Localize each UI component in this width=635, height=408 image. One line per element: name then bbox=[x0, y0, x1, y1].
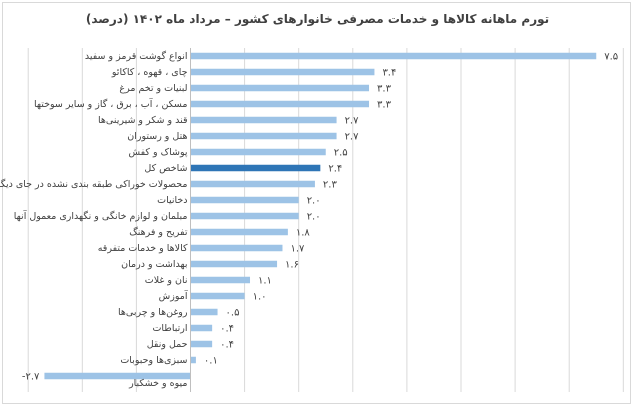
bar bbox=[190, 276, 251, 284]
bar bbox=[190, 148, 326, 156]
category-label: دخانیات bbox=[157, 195, 187, 206]
category-label: آموزش bbox=[159, 289, 188, 302]
value-label: ۱.۱ bbox=[258, 276, 272, 287]
value-label: ۳.۳ bbox=[377, 84, 392, 95]
value-label: ۲.۷ bbox=[345, 116, 360, 127]
bar bbox=[190, 292, 245, 300]
bar bbox=[190, 68, 375, 76]
value-label: ۲.۳ bbox=[323, 180, 338, 191]
value-label: ۲.۰ bbox=[307, 196, 321, 207]
bar bbox=[190, 100, 370, 108]
category-label: شاخص کل bbox=[144, 163, 187, 174]
bar bbox=[44, 372, 191, 380]
category-label: سبزی‌ها وحبوبات bbox=[120, 355, 187, 366]
bar bbox=[190, 340, 213, 348]
value-label: ۳.۳ bbox=[377, 100, 392, 111]
category-label: انواع گوشت قرمز و سفید bbox=[85, 50, 188, 62]
value-label: ۱.۶ bbox=[285, 260, 299, 271]
category-label: تفریح و فرهنگ bbox=[129, 226, 188, 238]
category-label: لبنیات و تخم مرغ bbox=[119, 83, 187, 94]
bar bbox=[190, 260, 278, 268]
bar bbox=[190, 164, 321, 172]
bar bbox=[190, 180, 315, 188]
bar bbox=[190, 116, 337, 124]
category-label: مسکن ، آب ، برق ، گاز و سایر سوختها bbox=[34, 97, 187, 110]
value-label: ۷.۵ bbox=[604, 52, 618, 63]
bar bbox=[190, 228, 288, 236]
value-label: ۰.۱ bbox=[204, 356, 218, 367]
category-label: هتل و رستوران bbox=[127, 131, 187, 142]
bar bbox=[190, 324, 213, 332]
value-label: ۱.۸ bbox=[296, 228, 311, 239]
value-label: ۱.۷ bbox=[290, 244, 305, 255]
bar bbox=[190, 244, 283, 252]
bar bbox=[190, 356, 196, 364]
value-label: -۲.۷ bbox=[22, 372, 40, 383]
category-label: نان و غلات bbox=[145, 275, 188, 286]
value-label: ۲.۵ bbox=[334, 148, 348, 159]
category-label: حمل ونقل bbox=[147, 339, 188, 350]
bar bbox=[190, 84, 370, 92]
category-label: ارتباطات bbox=[152, 323, 187, 334]
value-label: ۰.۴ bbox=[220, 340, 234, 351]
value-label: ۱.۰ bbox=[253, 292, 267, 303]
category-label: چای ، قهوه ، کاکائو bbox=[111, 67, 188, 78]
value-label: ۲.۰ bbox=[307, 212, 321, 223]
bar bbox=[190, 196, 299, 204]
chart-title: تورم ماهانه کالاها و خدمات مصرفی خانواره… bbox=[85, 12, 550, 26]
value-label: ۲.۷ bbox=[345, 132, 360, 143]
value-label: ۲.۴ bbox=[328, 164, 342, 175]
bar bbox=[190, 52, 597, 60]
category-label: کالاها و خدمات متفرقه bbox=[98, 243, 188, 254]
bar bbox=[190, 132, 337, 140]
category-label: روغن‌ها و چربی‌ها bbox=[118, 307, 188, 318]
category-label: مبلمان و لوازم خانگی و نگهداری معمول آنه… bbox=[14, 209, 188, 222]
bar bbox=[190, 308, 218, 316]
category-label: قند و شکر و شیرینی‌ها bbox=[98, 115, 188, 126]
value-label: ۳.۴ bbox=[382, 68, 396, 79]
bar bbox=[190, 212, 299, 220]
value-label: ۰.۴ bbox=[220, 324, 234, 335]
category-label: میوه و خشکبار bbox=[128, 378, 187, 389]
category-label: بهداشت و درمان bbox=[121, 259, 187, 270]
category-label: محصولات خوراکی طبقه بندی نشده در جای دیگ… bbox=[0, 178, 188, 190]
category-label: پوشاک و کفش bbox=[129, 147, 188, 158]
value-label: ۰.۵ bbox=[226, 308, 240, 319]
